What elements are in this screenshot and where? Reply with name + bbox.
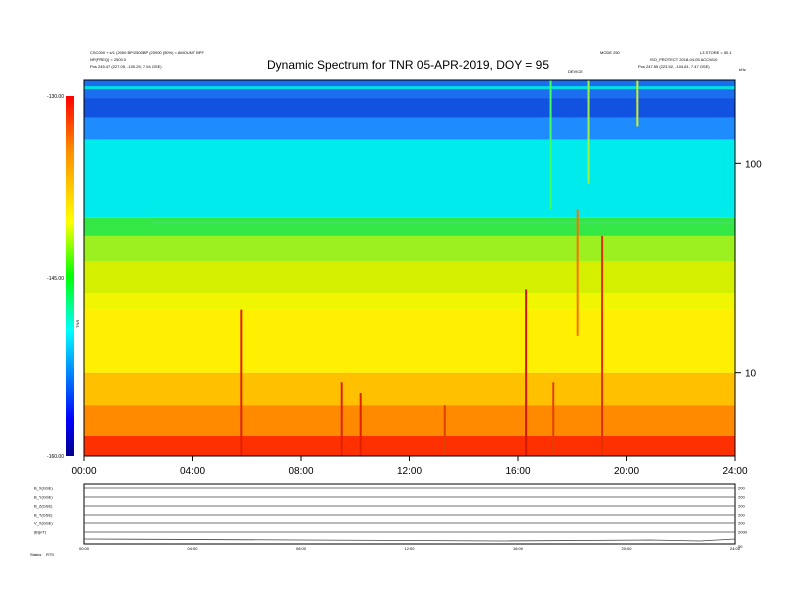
- bottom-panel-label: B_T(GSE): [34, 513, 53, 518]
- header-right-line2: ISO_PROTECT 2018-04-05 ACCW10: [650, 57, 718, 62]
- header-right-mode: MODE 250: [600, 50, 621, 55]
- bottom-x-tick-label: 04:00: [187, 546, 198, 551]
- x-axis-ticks: 00:00 04:00 08:00 12:00 16:00 20:00 24:00: [71, 456, 748, 477]
- bottom-panel-right-label: 200: [738, 504, 745, 509]
- x-tick-label: 16:00: [505, 466, 530, 477]
- y-tick-label: 10: [745, 369, 757, 380]
- spectrum-band: [84, 309, 735, 373]
- header-center-small: DEVICE: [568, 69, 583, 74]
- bottom-x-tick-label: 12:00: [404, 546, 415, 551]
- colorbar-tick-label: -130.00: [47, 94, 64, 100]
- bottom-panel-right-label: 200: [738, 513, 745, 518]
- bottom-x-tick-label: 08:00: [296, 546, 307, 551]
- bottom-panel-right-label: 200: [738, 495, 745, 500]
- spectrum-band: [84, 372, 735, 406]
- spectrum-band: [84, 217, 735, 236]
- bottom-panel-label: B_Z(GSE): [34, 504, 53, 509]
- bottom-x-tick-label: 24:00: [730, 546, 741, 551]
- khz-unit-label: kHz: [739, 67, 746, 72]
- bottom-x-tick-label: 16:00: [513, 546, 524, 551]
- colorbar-unit: TNR: [75, 320, 80, 328]
- x-tick-label: 20:00: [614, 466, 639, 477]
- bottom-panel-label: V_X(GSE): [34, 521, 53, 526]
- y-axis-ticks: 10 100: [735, 159, 762, 380]
- bottom-panel-label: B_X(GSE): [34, 486, 53, 491]
- bottom-panel-label: B_Y(GSE): [34, 495, 53, 500]
- bottom-panel-right-label: 2000: [738, 530, 748, 535]
- bottom-x-tick-label: 00:00: [79, 546, 90, 551]
- x-tick-label: 00:00: [71, 466, 96, 477]
- spectrum-band: [84, 405, 735, 436]
- bottom-x-tick-label: 20:00: [621, 546, 632, 551]
- header-right-pos: Pos 247.55 (223.52, -104.81, 7.47 GSE): [638, 64, 710, 69]
- header-right-store: L3 STORE = 50.1: [700, 50, 732, 55]
- x-tick-label: 12:00: [397, 466, 422, 477]
- bottom-panel-right-label: 200: [738, 521, 745, 526]
- x-tick-label: 04:00: [180, 466, 205, 477]
- colorbar-tick-label: -160.00: [47, 454, 64, 460]
- colorbar-tick-label: -145.00: [47, 276, 64, 282]
- colorbar: [66, 96, 74, 456]
- y-tick-label: 100: [745, 159, 762, 170]
- bottom-panel-label: |B|(nT): [34, 530, 47, 535]
- x-tick-label: 24:00: [722, 466, 747, 477]
- bottom-panel: B_X(GSE) 200 B_Y(GSE) 200 B_Z(GSE) 200 B_T(GSE…: [30, 483, 748, 557]
- header-left-line2: NP(FREQ) = 2500.0: [90, 57, 127, 62]
- spectrum-band: [84, 98, 735, 118]
- chart-title: Dynamic Spectrum for TNR 05-APR-2019, DO…: [267, 58, 549, 72]
- spectrum-band: [84, 261, 735, 294]
- spectrum-band: [84, 293, 735, 310]
- bottom-panel-right-label: 200: [738, 486, 745, 491]
- bottom-panel-right-label: 50: [738, 544, 743, 549]
- status-flag: RTS: [46, 552, 54, 557]
- status-label: Status: [30, 552, 41, 557]
- bottom-panel-frame: [83, 483, 736, 545]
- x-tick-label: 08:00: [288, 466, 313, 477]
- spectrum-band: [84, 435, 735, 456]
- colorbar-ticks: -130.00 -145.00 -160.00: [47, 94, 64, 460]
- header-left-line1: CSC000 + k/1 (2000 BP/2500BP (20000 (50%…: [90, 50, 204, 55]
- spectrum-band: [84, 117, 735, 140]
- bottom-panel-trace: [83, 538, 736, 542]
- spectrogram-plot: [84, 80, 735, 456]
- spectrum-band: [84, 139, 735, 218]
- header-left-pos: Pos 245.47 (227.05, -100.25, 7.54 GSE): [90, 64, 162, 69]
- spectrum-band: [84, 235, 735, 262]
